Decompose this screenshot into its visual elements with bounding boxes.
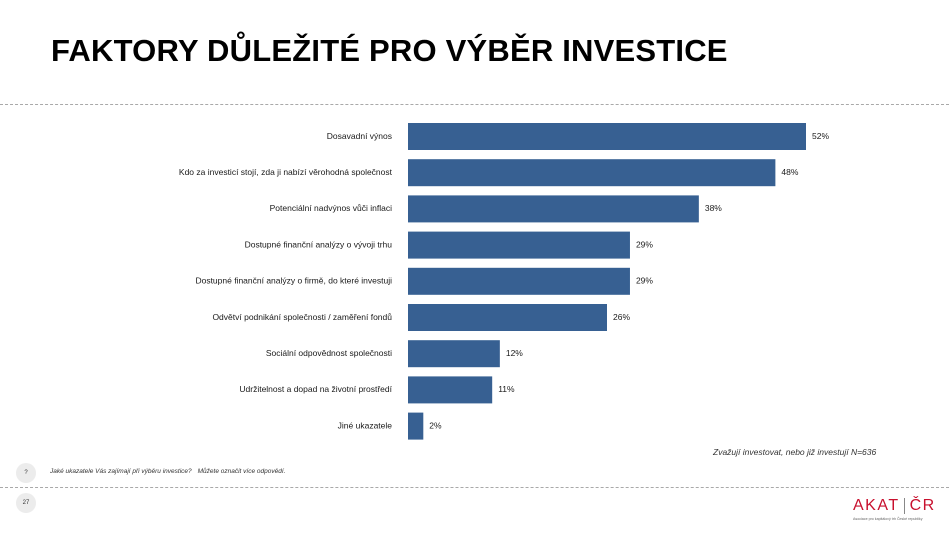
logo-text-left: AKAT bbox=[853, 497, 900, 514]
survey-question: Jaké ukazatele Vás zajímají při výběru i… bbox=[50, 468, 285, 475]
page-title: FAKTORY DŮLEŽITÉ PRO VÝBĚR INVESTICE bbox=[51, 33, 728, 68]
bar-chart: Dosavadní výnos 52% Kdo za investicí stojí… bbox=[179, 123, 829, 440]
bar-3 bbox=[408, 195, 699, 223]
bar-2 bbox=[408, 159, 776, 187]
logo-subtitle: Asociace pro kapitálový trh České republ… bbox=[853, 517, 923, 521]
category-label: Odvětví podnikání společnosti / zaměření… bbox=[212, 312, 392, 322]
data-label: 52% bbox=[812, 131, 829, 141]
category-label: Dosavadní výnos bbox=[327, 131, 392, 141]
logo-text-right: ČR bbox=[909, 497, 936, 514]
bar-5 bbox=[408, 267, 630, 295]
category-label: Jiné ukazatele bbox=[338, 420, 393, 430]
data-label: 26% bbox=[613, 312, 630, 322]
data-label: 29% bbox=[636, 239, 653, 249]
data-label: 12% bbox=[506, 348, 523, 358]
category-label: Udržitelnost a dopad na životní prostřed… bbox=[239, 384, 392, 394]
data-label: 38% bbox=[705, 203, 722, 213]
category-label: Dostupné finanční analýzy o vývoji trhu bbox=[245, 239, 393, 249]
question-marker-icon: ? bbox=[16, 463, 36, 483]
sample-base-note: Zvažují investovat, nebo již investují N… bbox=[713, 447, 877, 457]
category-label: Sociální odpovědnost společnosti bbox=[266, 348, 392, 358]
bar-4 bbox=[408, 231, 630, 259]
data-label: 11% bbox=[498, 384, 515, 394]
bar-7 bbox=[408, 340, 500, 368]
category-label: Kdo za investicí stojí, zda ji nabízí vě… bbox=[179, 167, 393, 177]
bar-1 bbox=[408, 123, 806, 150]
page-number: 27 bbox=[16, 493, 36, 513]
bar-8 bbox=[408, 376, 493, 404]
top-divider bbox=[0, 104, 949, 105]
question-text: Jaké ukazatele Vás zajímají při výběru i… bbox=[50, 468, 192, 475]
data-label: 48% bbox=[781, 167, 798, 177]
bottom-divider bbox=[0, 487, 949, 488]
akat-logo: AKAT ČR Asociace pro kapitálový trh České… bbox=[853, 497, 939, 529]
data-label: 29% bbox=[636, 276, 653, 286]
question-instruction: Můžete označit více odpovědí. bbox=[197, 468, 286, 475]
category-label: Potenciální nadvýnos vůči inflaci bbox=[270, 203, 392, 213]
category-label: Dostupné finanční analýzy o firmě, do kt… bbox=[195, 276, 392, 286]
data-label: 2% bbox=[429, 420, 442, 430]
bar-6 bbox=[408, 304, 607, 331]
bar-9 bbox=[408, 412, 424, 440]
logo-separator bbox=[903, 498, 905, 514]
